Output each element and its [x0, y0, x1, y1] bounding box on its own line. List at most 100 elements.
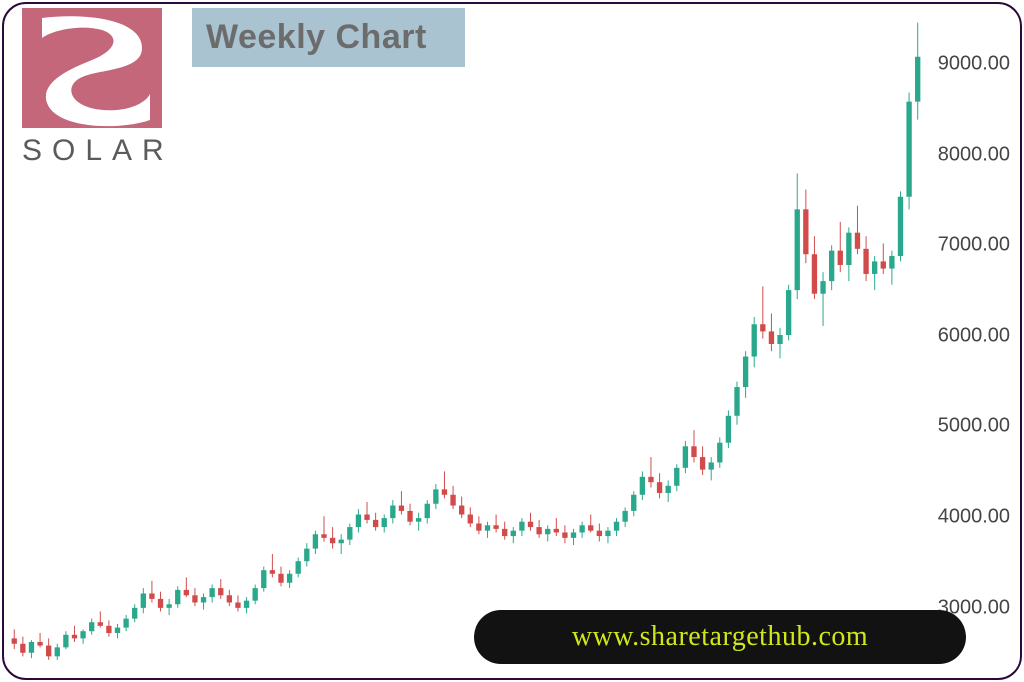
candle-body — [846, 233, 851, 265]
candle-body — [175, 590, 180, 604]
candle-body — [29, 642, 34, 653]
candle-body — [485, 525, 490, 530]
candle-body — [906, 102, 911, 197]
candle-body — [786, 290, 791, 335]
candle-body — [123, 619, 128, 628]
candle-body — [769, 331, 774, 344]
candle-body — [433, 489, 438, 503]
candle-body — [37, 642, 42, 646]
candle-body — [795, 209, 800, 290]
candle-body — [382, 518, 387, 527]
y-axis-tick: 7000.00 — [938, 234, 1010, 257]
candle-body — [803, 209, 808, 254]
candle-body — [863, 249, 868, 274]
candle-body — [201, 597, 206, 602]
candle-body — [855, 233, 860, 249]
candle-body — [218, 588, 223, 595]
candle-body — [192, 595, 197, 602]
candle-body — [321, 534, 326, 538]
candle-body — [674, 468, 679, 486]
candle-body — [597, 531, 602, 536]
candle-body — [98, 622, 103, 626]
candle-body — [72, 635, 77, 639]
candle-body — [476, 523, 481, 530]
candle-body — [261, 570, 266, 588]
candle-body — [356, 515, 361, 528]
candle-body — [528, 522, 533, 527]
candle-body — [278, 574, 283, 583]
candle-body — [717, 443, 722, 463]
candle-body — [734, 387, 739, 416]
candle-body — [760, 324, 765, 331]
candle-body — [63, 635, 68, 648]
candle-body — [691, 446, 696, 457]
candle-body — [244, 601, 249, 608]
chart-title: Weekly Chart — [206, 18, 427, 57]
candle-body — [304, 549, 309, 562]
candle-body — [743, 357, 748, 388]
candle-body — [166, 604, 171, 608]
candle-body — [545, 529, 550, 534]
candle-body — [898, 197, 903, 256]
candle-body — [442, 489, 447, 494]
candle-body — [313, 534, 318, 548]
candle-body — [468, 515, 473, 524]
candle-body — [889, 256, 894, 269]
candle-body — [872, 261, 877, 274]
candle-body — [390, 506, 395, 519]
candle-body — [339, 540, 344, 544]
candle-body — [253, 588, 258, 601]
chart-frame: 3000.004000.005000.006000.007000.008000.… — [2, 2, 1022, 680]
brand-s-icon — [22, 8, 162, 128]
watermark-text: www.sharetargethub.com — [572, 621, 868, 653]
candle-body — [502, 529, 507, 536]
candle-body — [80, 631, 85, 638]
candle-body — [605, 531, 610, 536]
candle-body — [588, 525, 593, 530]
candle-body — [709, 462, 714, 469]
candle-body — [562, 532, 567, 537]
y-axis: 3000.004000.005000.006000.007000.008000.… — [922, 4, 1020, 678]
candle-body — [20, 644, 25, 653]
candle-body — [450, 495, 455, 506]
candle-body — [657, 482, 662, 493]
candle-body — [829, 251, 834, 282]
candle-body — [519, 522, 524, 531]
candle-body — [347, 527, 352, 540]
brand-logo-tile — [22, 8, 162, 128]
candle-body — [726, 416, 731, 443]
candle-body — [812, 254, 817, 293]
candle-body — [536, 527, 541, 534]
candle-body — [115, 628, 120, 633]
candle-body — [752, 324, 757, 356]
candle-body — [571, 532, 576, 537]
candle-body — [141, 594, 146, 608]
y-axis-tick: 9000.00 — [938, 53, 1010, 76]
candle-body — [132, 608, 137, 619]
y-axis-tick: 5000.00 — [938, 415, 1010, 438]
candle-body — [425, 504, 430, 518]
candle-body — [270, 570, 275, 574]
candle-body — [55, 647, 60, 656]
candle-body — [622, 511, 627, 522]
candle-body — [287, 574, 292, 583]
y-axis-tick: 8000.00 — [938, 143, 1010, 166]
candle-body — [648, 477, 653, 482]
candle-body — [820, 281, 825, 294]
chart-title-chip: Weekly Chart — [192, 8, 465, 67]
candle-body — [838, 251, 843, 265]
candle-body — [158, 599, 163, 608]
y-axis-tick: 4000.00 — [938, 506, 1010, 529]
candle-body — [373, 520, 378, 527]
candle-body — [46, 646, 51, 657]
candle-body — [683, 446, 688, 468]
candle-body — [209, 588, 214, 597]
candle-body — [296, 561, 301, 574]
candle-body — [493, 525, 498, 529]
candle-body — [235, 602, 240, 607]
candle-body — [227, 595, 232, 602]
candle-body — [881, 261, 886, 268]
candle-body — [12, 638, 17, 643]
candle-body — [407, 511, 412, 522]
candle-body — [554, 529, 559, 533]
